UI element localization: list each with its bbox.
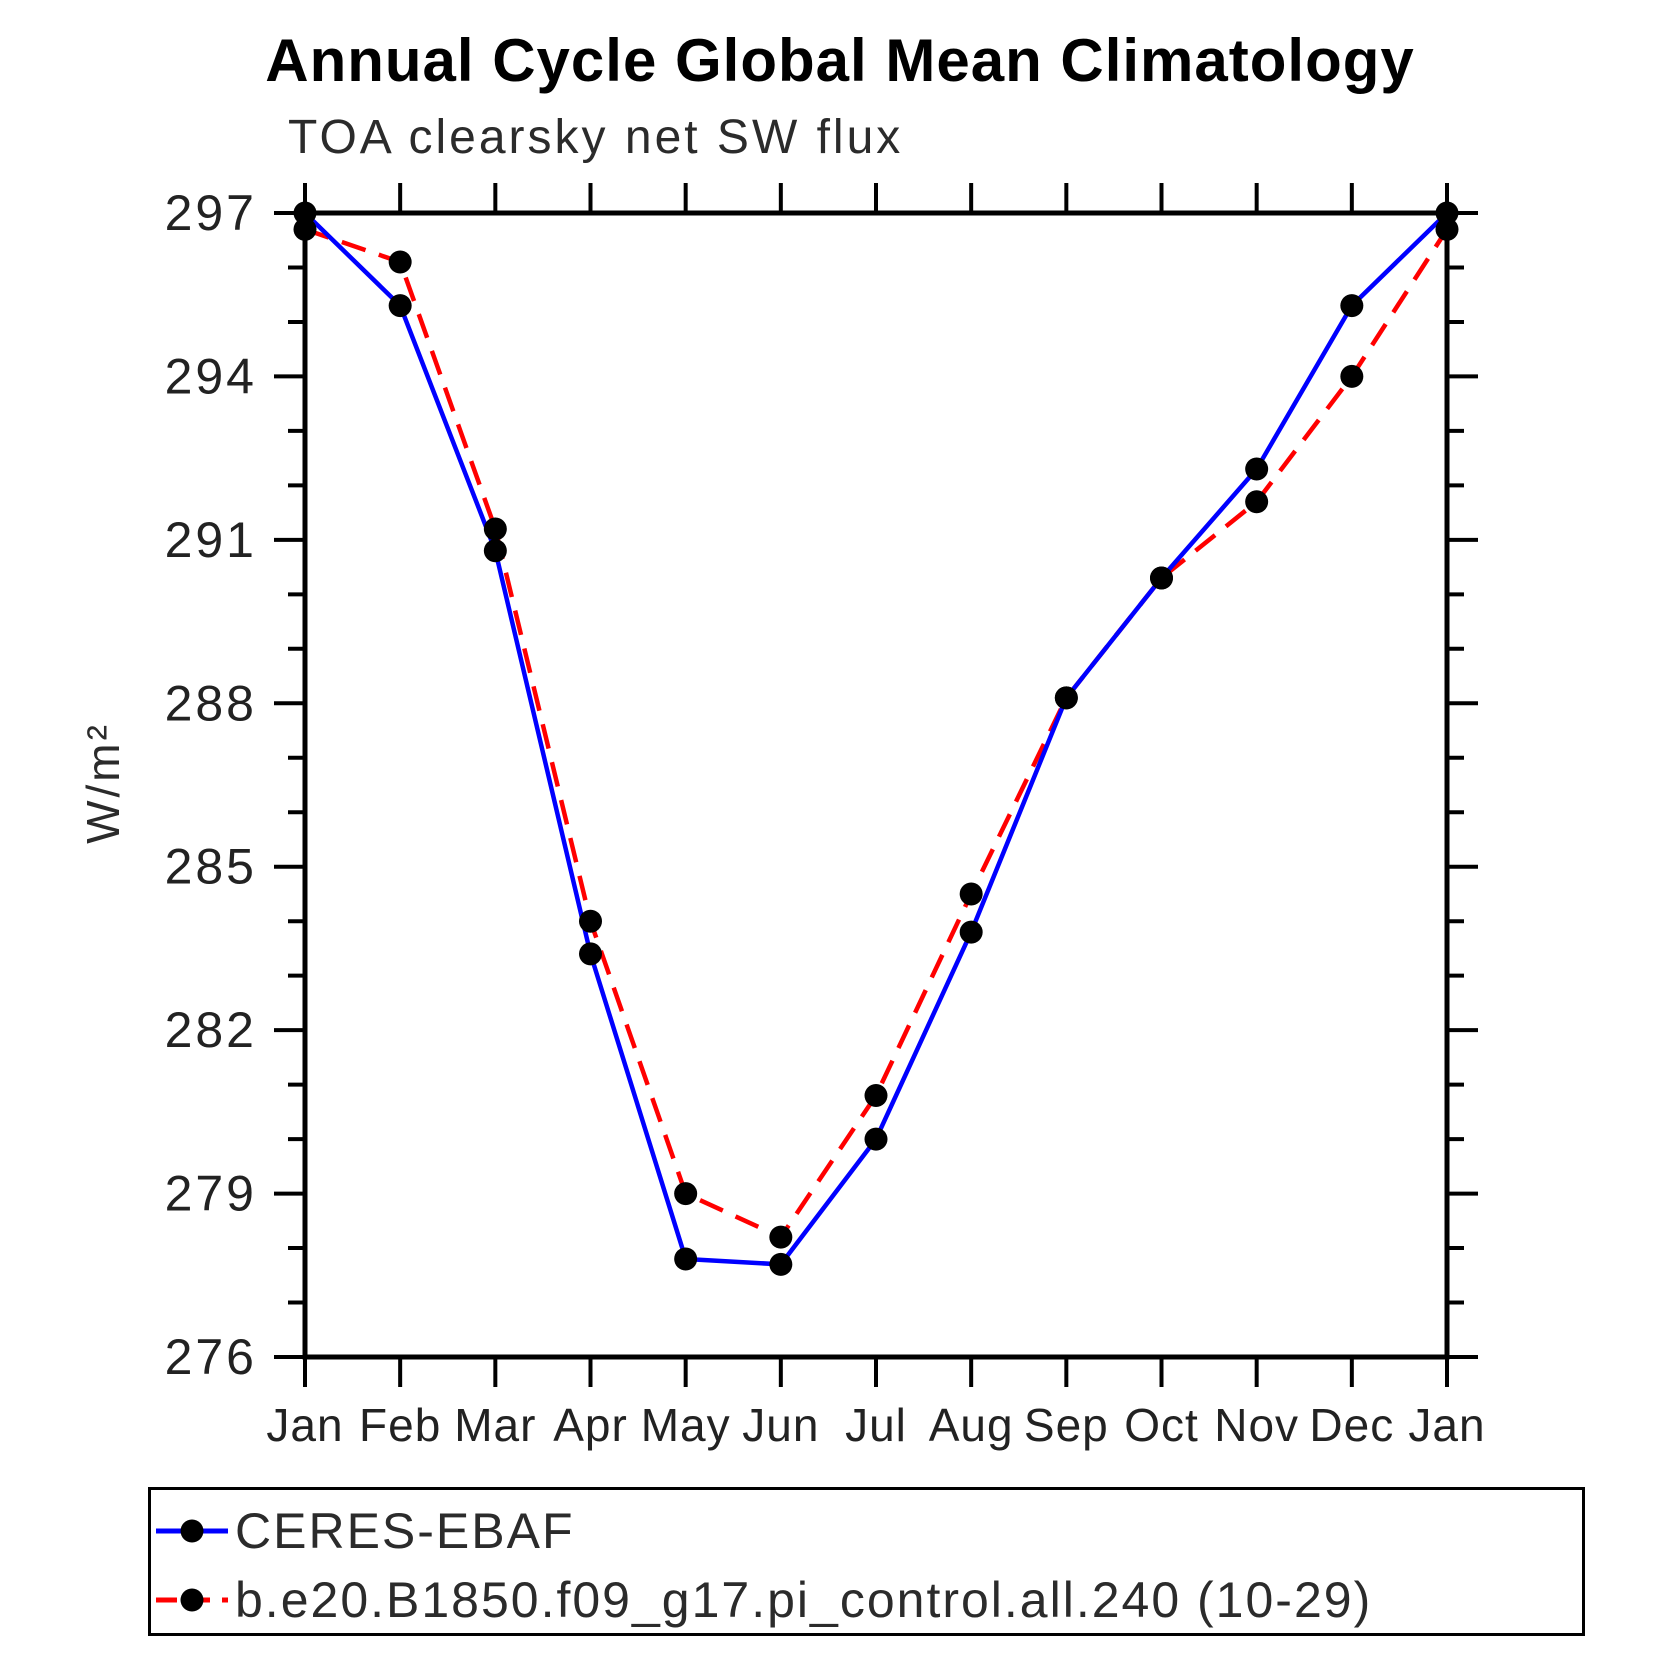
data-point-marker-ceres-ebaf [1435, 201, 1459, 225]
data-point-marker-ceres-ebaf [388, 294, 412, 318]
legend: CERES-EBAF b.e20.B1850.f09_g17.pi_contro… [148, 1487, 1585, 1636]
legend-solid-line-icon [156, 1519, 228, 1543]
legend-marker-dot-icon [180, 1519, 204, 1543]
data-point-marker-b-e20-b1850-f09-g17-pi-control [579, 909, 602, 933]
y-tick-label: 282 [165, 1002, 257, 1058]
data-point-marker-ceres-ebaf [769, 1252, 793, 1276]
y-tick-label: 285 [165, 839, 257, 895]
data-point-marker-b-e20-b1850-f09-g17-pi-control [1435, 217, 1459, 241]
chart-title: Annual Cycle Global Mean Climatology [265, 27, 1415, 94]
plot-frame [302, 210, 1450, 1360]
data-point-marker-b-e20-b1850-f09-g17-pi-control [1340, 364, 1364, 388]
legend-item-ceres-ebaf: CERES-EBAF [153, 1503, 575, 1559]
x-tick-label: Jun [742, 1399, 819, 1451]
data-point-marker-ceres-ebaf [1245, 457, 1269, 481]
x-tick-label: Feb [359, 1399, 441, 1451]
legend-item-model: b.e20.B1850.f09_g17.pi_control.all.240 (… [153, 1572, 1372, 1628]
legend-label-ceres-ebaf: CERES-EBAF [235, 1503, 575, 1559]
legend-label-model: b.e20.B1850.f09_g17.pi_control.all.240 (… [235, 1572, 1373, 1628]
x-tick-label: Sep [1024, 1399, 1109, 1451]
x-tick-label: Oct [1124, 1399, 1199, 1451]
data-point-marker-b-e20-b1850-f09-g17-pi-control [1245, 490, 1269, 514]
data-point-marker-b-e20-b1850-f09-g17-pi-control [293, 217, 317, 241]
x-tick-label: Jul [845, 1399, 907, 1451]
data-point-marker-b-e20-b1850-f09-g17-pi-control [864, 1084, 888, 1108]
x-tick-label: Dec [1309, 1399, 1394, 1451]
y-tick-label: 279 [165, 1166, 257, 1222]
y-tick-label: 288 [165, 675, 257, 731]
chart-subtitle: TOA clearsky net SW flux [288, 111, 904, 164]
y-tick-label: 276 [165, 1329, 257, 1385]
x-tick-label: Aug [929, 1399, 1014, 1451]
legend-marker-dot-icon [180, 1588, 204, 1612]
y-tick-label: 294 [165, 348, 257, 404]
data-point-marker-ceres-ebaf [674, 1247, 698, 1271]
data-point-marker-b-e20-b1850-f09-g17-pi-control [388, 250, 412, 274]
data-point-marker-ceres-ebaf [579, 942, 602, 966]
x-tick-label: Jan [1408, 1399, 1485, 1451]
data-point-marker-b-e20-b1850-f09-g17-pi-control [483, 517, 507, 541]
data-point-marker-b-e20-b1850-f09-g17-pi-control [1150, 566, 1173, 590]
x-tick-label: Jan [266, 1399, 343, 1451]
data-point-marker-ceres-ebaf [864, 1127, 888, 1151]
x-tick-label: Nov [1214, 1399, 1299, 1451]
x-tick-label: Apr [553, 1399, 628, 1451]
legend-dashed-line-icon [156, 1588, 228, 1612]
data-point-marker-ceres-ebaf [959, 920, 983, 944]
data-point-marker-ceres-ebaf [483, 539, 507, 563]
data-point-marker-b-e20-b1850-f09-g17-pi-control [769, 1225, 793, 1249]
y-tick-label: 291 [165, 512, 257, 568]
data-point-marker-ceres-ebaf [1340, 294, 1364, 318]
y-tick-label: 297 [165, 185, 257, 241]
x-tick-label: Mar [454, 1399, 536, 1451]
data-point-marker-b-e20-b1850-f09-g17-pi-control [1054, 686, 1078, 710]
x-tick-label: May [641, 1399, 731, 1451]
data-point-marker-b-e20-b1850-f09-g17-pi-control [674, 1182, 698, 1206]
data-point-marker-ceres-ebaf [293, 201, 317, 225]
data-point-marker-b-e20-b1850-f09-g17-pi-control [959, 882, 983, 906]
